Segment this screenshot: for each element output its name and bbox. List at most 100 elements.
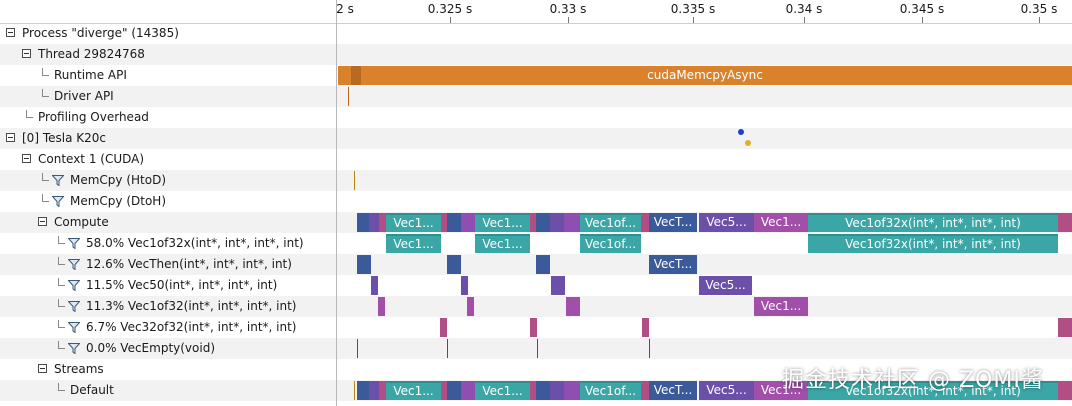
kernel-bar[interactable]: Vec1... [754,297,808,316]
timeline-panel[interactable]: 2 s 0.325 s 0.33 s 0.335 s 0.34 s 0.345 … [337,0,1072,406]
collapse-toggle-icon[interactable] [38,364,47,373]
filter-icon[interactable] [52,175,64,186]
kernel-bar[interactable] [536,381,550,400]
tree-row-memcpy-htod[interactable]: MemCpy (HtoD) [0,170,336,191]
kernel-bar[interactable] [461,213,475,232]
kernel-bar[interactable]: Vec1of32x(int*, int*, int*, int) [808,381,1058,400]
tree-row-kernel-vec32of32[interactable]: 6.7% Vec32of32(int*, int*, int*, int) [0,317,336,338]
memcpy-mark[interactable] [354,381,355,400]
kernel-bar[interactable] [536,255,550,274]
tree-row-runtime-api[interactable]: Runtime API [0,65,336,86]
memcpy-htod-mark[interactable] [354,171,355,190]
kernel-bar[interactable]: Vec1... [475,213,530,232]
filter-icon[interactable] [68,322,80,333]
kernel-bar[interactable] [371,276,378,295]
kernel-bar[interactable] [467,297,474,316]
kernel-bar[interactable] [447,381,461,400]
kernel-bar[interactable]: VecT... [649,255,697,274]
kernel-bar[interactable] [641,213,649,232]
time-ruler[interactable]: 2 s 0.325 s 0.33 s 0.335 s 0.34 s 0.345 … [337,0,1072,24]
collapse-toggle-icon[interactable] [38,217,47,226]
kernel-bar[interactable] [379,381,386,400]
collapse-toggle-icon[interactable] [22,154,31,163]
runtime-call-bar[interactable]: cudaMemcpyAsync [338,66,1072,85]
tree-row-process[interactable]: Process "diverge" (14385) [0,23,336,44]
collapse-toggle-icon[interactable] [6,28,15,37]
kernel-bar[interactable]: Vec1of32x(int*, int*, int*, int) [808,234,1058,253]
kernel-bar[interactable] [642,318,649,337]
kernel-bar[interactable] [530,318,537,337]
kernel-bar[interactable]: Vec1... [754,213,808,232]
kernel-bar[interactable]: Vec1of... [580,234,641,253]
kernel-bar[interactable]: Vec1of... [580,213,641,232]
kernel-bar[interactable] [641,381,649,400]
tree-row-profiling-overhead[interactable]: Profiling Overhead [0,107,336,128]
kernel-bar[interactable] [441,213,447,232]
kernel-mark[interactable] [357,339,358,358]
kernel-bar[interactable] [461,381,475,400]
kernel-bar[interactable] [447,213,461,232]
kernel-bar[interactable] [536,213,550,232]
device-event-dot[interactable] [738,129,744,135]
kernel-bar[interactable]: Vec1of... [580,381,641,400]
kernel-bar[interactable] [357,381,369,400]
filter-icon[interactable] [68,280,80,291]
kernel-bar[interactable]: VecT... [649,213,697,232]
kernel-bar[interactable] [564,381,580,400]
tree-row-streams[interactable]: Streams [0,359,336,380]
kernel-bar[interactable] [551,276,565,295]
kernel-bar[interactable] [379,213,386,232]
kernel-mark[interactable] [649,339,650,358]
filter-icon[interactable] [52,196,64,207]
tree-row-compute[interactable]: Compute [0,212,336,233]
tree-row-kernel-vec1of32[interactable]: 11.3% Vec1of32(int*, int*, int*, int) [0,296,336,317]
filter-icon[interactable] [68,301,80,312]
kernel-bar[interactable] [369,213,379,232]
kernel-bar[interactable] [461,276,468,295]
kernel-bar[interactable]: Vec1... [754,381,808,400]
kernel-bar[interactable] [357,255,371,274]
runtime-call-segment[interactable] [351,66,361,85]
kernel-bar[interactable] [441,381,447,400]
kernel-bar[interactable]: Vec5... [699,276,752,295]
device-event-dot[interactable] [745,140,751,146]
kernel-bar[interactable] [1058,318,1072,337]
kernel-bar[interactable]: Vec1... [475,381,530,400]
tree-row-driver-api[interactable]: Driver API [0,86,336,107]
tree-row-memcpy-dtoh[interactable]: MemCpy (DtoH) [0,191,336,212]
kernel-bar[interactable] [530,381,536,400]
kernel-bar[interactable] [440,318,447,337]
kernel-bar[interactable]: Vec1... [386,213,441,232]
kernel-bar[interactable] [550,213,564,232]
filter-icon[interactable] [68,343,80,354]
kernel-mark[interactable] [537,339,538,358]
tree-row-default-stream[interactable]: Default [0,380,336,401]
tree-row-context[interactable]: Context 1 (CUDA) [0,149,336,170]
kernel-mark[interactable] [447,339,448,358]
filter-icon[interactable] [68,238,80,249]
filter-icon[interactable] [68,259,80,270]
kernel-bar[interactable] [566,297,580,316]
tree-row-device[interactable]: [0] Tesla K20c [0,128,336,149]
kernel-bar[interactable]: Vec1... [386,381,441,400]
collapse-toggle-icon[interactable] [6,133,15,142]
kernel-bar[interactable]: Vec5... [699,381,754,400]
kernel-bar[interactable] [357,213,369,232]
kernel-bar[interactable]: Vec1... [386,234,441,253]
tree-row-kernel-vec1of32x[interactable]: 58.0% Vec1of32x(int*, int*, int*, int) [0,233,336,254]
kernel-bar[interactable] [1058,213,1072,232]
kernel-bar[interactable] [530,213,536,232]
kernel-bar[interactable] [378,297,385,316]
kernel-bar[interactable]: VecT... [649,381,697,400]
tree-row-kernel-vecthen[interactable]: 12.6% VecThen(int*, int*, int*, int) [0,254,336,275]
tree-row-kernel-vec50[interactable]: 11.5% Vec50(int*, int*, int*, int) [0,275,336,296]
kernel-bar[interactable]: Vec1of32x(int*, int*, int*, int) [808,213,1058,232]
kernel-bar[interactable] [1058,381,1072,400]
kernel-bar[interactable]: Vec5... [699,213,754,232]
collapse-toggle-icon[interactable] [22,49,31,58]
kernel-bar[interactable] [447,255,461,274]
tree-row-thread[interactable]: Thread 29824768 [0,44,336,65]
kernel-bar[interactable] [550,381,564,400]
kernel-bar[interactable] [564,213,580,232]
driver-call-mark[interactable] [348,87,349,106]
